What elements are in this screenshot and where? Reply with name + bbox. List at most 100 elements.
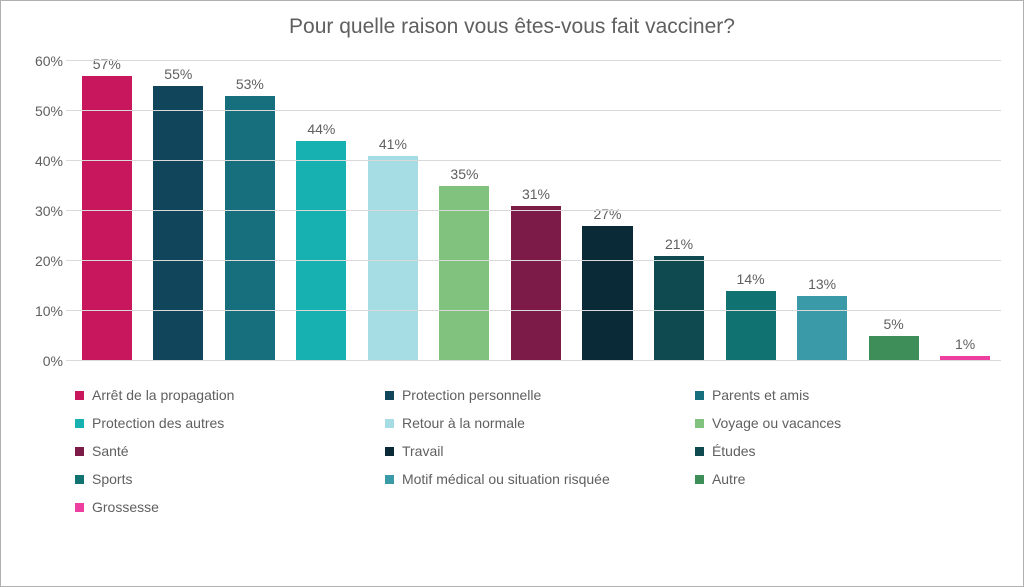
chart-title: Pour quelle raison vous êtes-vous fait v… [1,1,1023,49]
legend-item: Voyage ou vacances [691,409,1001,437]
legend-swatch [75,503,84,512]
y-tick-label: 0% [43,353,71,369]
legend-label: Grossesse [92,499,159,515]
legend-label: Retour à la normale [402,415,525,431]
bar: 31% [511,206,561,361]
bar-slot: 1% [929,61,1001,361]
bar-slot: 53% [214,61,286,361]
bar-value-label: 1% [955,336,975,356]
bar-slot: 44% [286,61,358,361]
bar-value-label: 14% [737,271,765,291]
bars-group: 57% 55% 53% 44% 41% 35% 31% 27% 21% 14% 13% 5% 1% [71,61,1001,361]
chart-container: Pour quelle raison vous êtes-vous fait v… [0,0,1024,587]
bar-slot: 55% [143,61,215,361]
y-tick-label: 60% [35,53,71,69]
y-tick-mark [66,160,71,161]
legend-label: Sports [92,471,132,487]
legend-swatch [385,391,394,400]
y-tick-label: 50% [35,103,71,119]
legend-swatch [385,475,394,484]
legend-label: Parents et amis [712,387,809,403]
bar-slot: 35% [429,61,501,361]
legend-swatch [75,391,84,400]
bar-value-label: 31% [522,186,550,206]
legend-label: Santé [92,443,129,459]
bar-slot: 13% [786,61,858,361]
legend-label: Voyage ou vacances [712,415,841,431]
legend-label: Protection des autres [92,415,224,431]
bar: 41% [368,156,418,361]
grid-line [71,210,1001,211]
legend-item: Parents et amis [691,381,1001,409]
legend-item: Protection des autres [71,409,381,437]
bar: 57% [82,76,132,361]
bar-slot: 41% [357,61,429,361]
y-tick-mark [66,210,71,211]
bar: 5% [869,336,919,361]
bar-value-label: 44% [307,121,335,141]
bar-value-label: 21% [665,236,693,256]
legend: Arrêt de la propagation Protection person… [71,381,1001,521]
grid-line [71,310,1001,311]
legend-item: Travail [381,437,691,465]
bar-slot: 31% [500,61,572,361]
legend-item: Protection personnelle [381,381,691,409]
bar-slot: 14% [715,61,787,361]
legend-label: Motif médical ou situation risquée [402,471,610,487]
bar-value-label: 57% [93,56,121,76]
bar: 44% [296,141,346,361]
grid-line [71,260,1001,261]
grid-line [71,160,1001,161]
legend-item: Études [691,437,1001,465]
legend-swatch [75,447,84,456]
y-tick-label: 30% [35,203,71,219]
legend-item: Grossesse [71,493,381,521]
bar-slot: 5% [858,61,930,361]
legend-swatch [385,419,394,428]
bar: 13% [797,296,847,361]
grid-line [71,110,1001,111]
bar-value-label: 53% [236,76,264,96]
y-tick-mark [66,110,71,111]
legend-label: Arrêt de la propagation [92,387,234,403]
bar: 55% [153,86,203,361]
legend-swatch [695,419,704,428]
legend-swatch [695,447,704,456]
grid-line [71,60,1001,61]
legend-item: Autre [691,465,1001,493]
legend-item: Motif médical ou situation risquée [381,465,691,493]
bar-value-label: 27% [593,206,621,226]
legend-swatch [385,447,394,456]
bar: 21% [654,256,704,361]
bar: 14% [726,291,776,361]
y-tick-mark [66,60,71,61]
x-axis-line [71,360,1001,361]
bar-value-label: 13% [808,276,836,296]
y-tick-mark [66,260,71,261]
legend-swatch [75,475,84,484]
bar: 27% [582,226,632,361]
bar-slot: 21% [643,61,715,361]
legend-swatch [695,475,704,484]
legend-label: Études [712,443,756,459]
bar-slot: 27% [572,61,644,361]
y-tick-label: 20% [35,253,71,269]
legend-item: Arrêt de la propagation [71,381,381,409]
legend-label: Travail [402,443,444,459]
bar-value-label: 41% [379,136,407,156]
legend-label: Autre [712,471,745,487]
bar-value-label: 5% [883,316,903,336]
bar-value-label: 35% [450,166,478,186]
bar: 53% [225,96,275,361]
y-tick-mark [66,310,71,311]
y-tick-label: 10% [35,303,71,319]
legend-item: Sports [71,465,381,493]
plot-area: 57%55%53%44%41%35%31%27%21%14%13%5%1% 0%… [71,61,1001,361]
legend-item: Santé [71,437,381,465]
legend-item: Retour à la normale [381,409,691,437]
legend-label: Protection personnelle [402,387,541,403]
bar-value-label: 55% [164,66,192,86]
legend-swatch [75,419,84,428]
legend-swatch [695,391,704,400]
y-tick-label: 40% [35,153,71,169]
